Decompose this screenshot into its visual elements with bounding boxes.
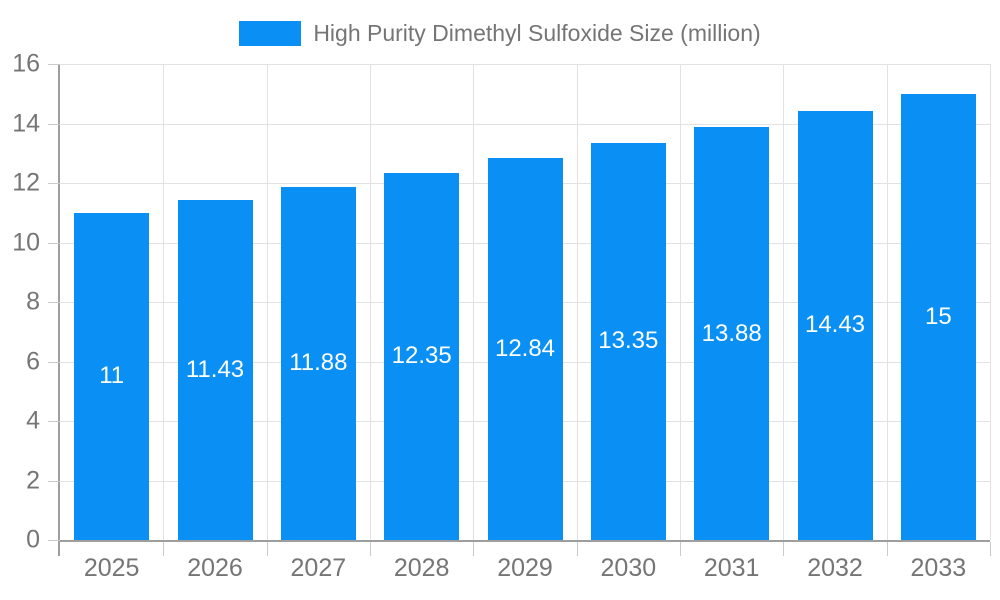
bar-value-label: 14.43 (804, 311, 866, 339)
h-gridline (60, 123, 990, 125)
x-tick-label: 2032 (807, 554, 863, 582)
bar: 13.88 (694, 127, 770, 540)
x-tick-label: 2027 (290, 554, 347, 582)
x-tick-label: 2031 (703, 554, 760, 582)
bar: 12.84 (487, 158, 563, 540)
v-gridline (886, 64, 888, 540)
y-tick-mark (48, 540, 60, 541)
bar: 11 (74, 212, 150, 540)
x-tick-mark (266, 542, 268, 556)
x-tick-label: 2026 (187, 554, 243, 582)
v-gridline (990, 64, 991, 540)
bar-value-label: 12.35 (391, 342, 452, 370)
x-tick-mark (576, 542, 578, 556)
v-gridline (370, 64, 371, 540)
y-tick-label: 6 (26, 347, 40, 375)
y-tick-mark (48, 361, 60, 363)
y-tick-mark (48, 302, 60, 303)
y-tick-mark (48, 183, 60, 184)
v-gridline (680, 64, 681, 540)
x-tick-label: 2025 (83, 554, 140, 582)
x-tick-mark (886, 542, 888, 556)
y-tick-label: 0 (26, 525, 40, 554)
bar-value-label: 13.88 (701, 319, 762, 347)
y-axis-line (58, 64, 60, 556)
y-tick-label: 4 (26, 406, 40, 435)
v-gridline (576, 64, 578, 540)
x-tick-label: 2030 (600, 554, 657, 582)
x-tick-mark (783, 542, 785, 556)
bar: 11.88 (280, 186, 356, 540)
bar-value-label: 15 (924, 302, 952, 330)
legend: High Purity Dimethyl Sulfoxide Size (mil… (0, 20, 1000, 47)
x-tick-mark (473, 542, 475, 556)
x-tick-label: 2028 (393, 554, 450, 582)
bar: 14.43 (797, 110, 873, 540)
bar-value-label: 11 (99, 362, 125, 390)
legend-label: High Purity Dimethyl Sulfoxide Size (mil… (313, 20, 761, 46)
h-gridline (60, 64, 990, 65)
x-tick-mark (163, 542, 165, 556)
x-axis-line (60, 540, 990, 542)
v-gridline (783, 64, 785, 540)
bar: 13.35 (590, 142, 666, 540)
v-gridline (163, 64, 165, 540)
v-gridline (473, 64, 475, 540)
y-tick-label: 10 (12, 228, 40, 256)
y-tick-label: 8 (26, 287, 40, 316)
y-tick-label: 2 (26, 466, 40, 494)
bar-value-label: 11.43 (185, 355, 245, 383)
y-tick-label: 12 (12, 168, 40, 197)
bar-value-label: 12.84 (494, 335, 556, 362)
y-tick-mark (48, 123, 60, 125)
v-gridline (266, 64, 268, 540)
bar: 12.35 (384, 172, 460, 540)
x-tick-mark (990, 542, 991, 556)
legend-swatch (239, 21, 302, 46)
bar: 11.43 (177, 199, 253, 540)
x-tick-label: 2033 (910, 554, 967, 582)
y-tick-label: 16 (12, 49, 40, 78)
x-tick-label: 2029 (497, 554, 553, 582)
y-tick-mark (48, 480, 60, 482)
bar-value-label: 13.35 (598, 327, 659, 355)
bar: 15 (900, 93, 976, 540)
x-tick-mark (370, 542, 371, 556)
plot-area: 11 11.43 11.88 12.35 12.84 13.35 13.88 14.43 15 (48, 64, 991, 556)
bar-value-label: 11.88 (289, 349, 348, 377)
y-tick-mark (48, 421, 60, 422)
y-tick-mark (48, 242, 60, 244)
y-tick-label: 14 (12, 109, 40, 137)
y-tick-mark (48, 64, 60, 65)
x-tick-mark (680, 542, 681, 556)
